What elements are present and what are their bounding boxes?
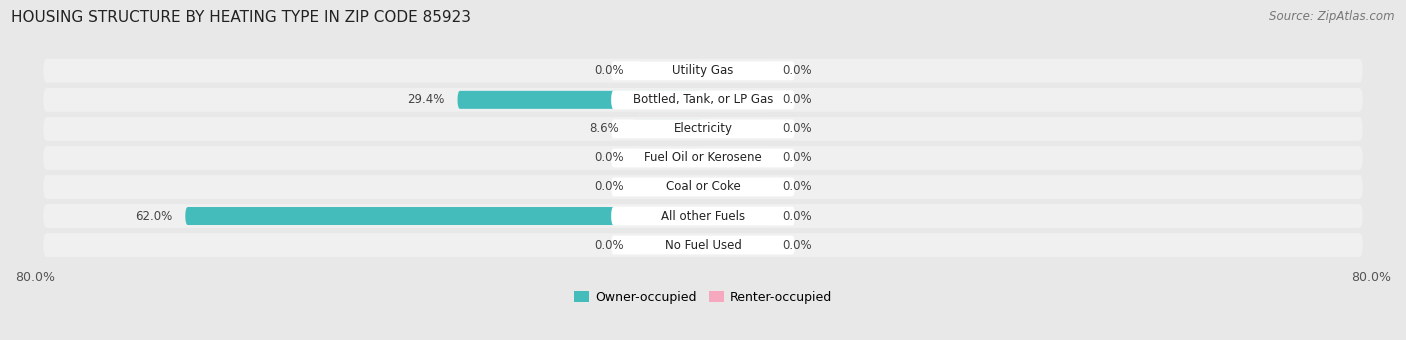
FancyBboxPatch shape	[612, 177, 794, 197]
Text: Fuel Oil or Kerosene: Fuel Oil or Kerosene	[644, 151, 762, 165]
FancyBboxPatch shape	[612, 119, 794, 138]
FancyBboxPatch shape	[703, 236, 770, 254]
FancyBboxPatch shape	[612, 149, 794, 167]
Text: Bottled, Tank, or LP Gas: Bottled, Tank, or LP Gas	[633, 94, 773, 106]
Text: 0.0%: 0.0%	[595, 64, 624, 77]
Text: HOUSING STRUCTURE BY HEATING TYPE IN ZIP CODE 85923: HOUSING STRUCTURE BY HEATING TYPE IN ZIP…	[11, 10, 471, 25]
Text: 0.0%: 0.0%	[595, 151, 624, 165]
Text: 8.6%: 8.6%	[589, 122, 619, 135]
FancyBboxPatch shape	[612, 61, 794, 80]
FancyBboxPatch shape	[44, 233, 1362, 257]
FancyBboxPatch shape	[703, 62, 770, 80]
Text: 0.0%: 0.0%	[595, 239, 624, 252]
Text: 0.0%: 0.0%	[782, 209, 811, 222]
Text: 0.0%: 0.0%	[782, 239, 811, 252]
FancyBboxPatch shape	[44, 88, 1362, 112]
FancyBboxPatch shape	[612, 236, 794, 255]
Text: Utility Gas: Utility Gas	[672, 64, 734, 77]
FancyBboxPatch shape	[186, 207, 703, 225]
FancyBboxPatch shape	[44, 59, 1362, 83]
Text: No Fuel Used: No Fuel Used	[665, 239, 741, 252]
Text: Source: ZipAtlas.com: Source: ZipAtlas.com	[1270, 10, 1395, 23]
Text: Coal or Coke: Coal or Coke	[665, 181, 741, 193]
FancyBboxPatch shape	[44, 117, 1362, 141]
Text: 0.0%: 0.0%	[782, 151, 811, 165]
Text: 0.0%: 0.0%	[595, 181, 624, 193]
Legend: Owner-occupied, Renter-occupied: Owner-occupied, Renter-occupied	[568, 286, 838, 308]
FancyBboxPatch shape	[457, 91, 703, 109]
FancyBboxPatch shape	[703, 207, 770, 225]
Text: Electricity: Electricity	[673, 122, 733, 135]
Text: 0.0%: 0.0%	[782, 122, 811, 135]
FancyBboxPatch shape	[636, 62, 703, 80]
FancyBboxPatch shape	[703, 120, 770, 138]
Text: All other Fuels: All other Fuels	[661, 209, 745, 222]
Text: 29.4%: 29.4%	[408, 94, 444, 106]
FancyBboxPatch shape	[703, 91, 770, 109]
FancyBboxPatch shape	[631, 120, 703, 138]
Text: 0.0%: 0.0%	[782, 64, 811, 77]
Text: 0.0%: 0.0%	[782, 181, 811, 193]
FancyBboxPatch shape	[703, 149, 770, 167]
Text: 0.0%: 0.0%	[782, 94, 811, 106]
FancyBboxPatch shape	[612, 207, 794, 225]
FancyBboxPatch shape	[44, 175, 1362, 199]
FancyBboxPatch shape	[612, 90, 794, 109]
FancyBboxPatch shape	[636, 149, 703, 167]
FancyBboxPatch shape	[44, 204, 1362, 228]
FancyBboxPatch shape	[636, 178, 703, 196]
FancyBboxPatch shape	[703, 178, 770, 196]
FancyBboxPatch shape	[44, 146, 1362, 170]
Text: 62.0%: 62.0%	[135, 209, 173, 222]
FancyBboxPatch shape	[636, 236, 703, 254]
